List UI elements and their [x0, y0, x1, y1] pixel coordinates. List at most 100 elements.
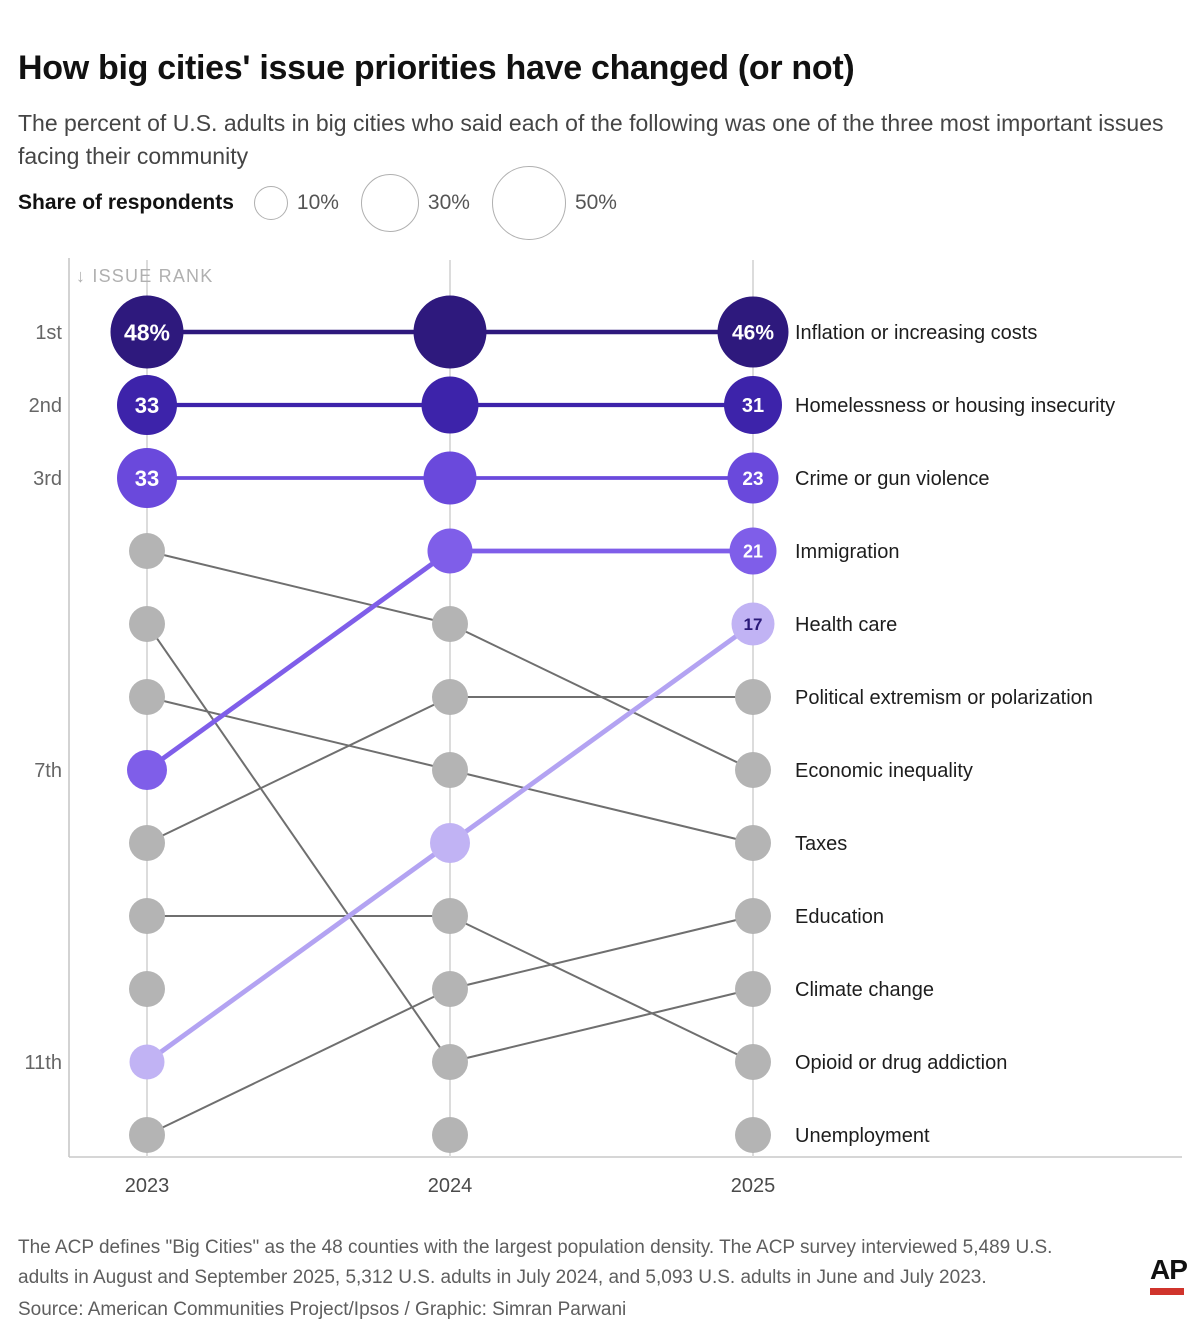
- node-homelessness-or-housing-insecurity-2023: [117, 375, 177, 435]
- node-education-2025: [735, 898, 771, 934]
- node-inflation-or-increasing-costs-2025: [717, 296, 789, 368]
- node-climate-change-2023: [129, 606, 165, 642]
- ap-logo-text: AP: [1150, 1254, 1188, 1285]
- node-label-health-care-2025: 17: [744, 615, 763, 634]
- node-taxes-2024: [432, 752, 468, 788]
- node-label-homelessness-or-housing-insecurity-2025: 31: [742, 395, 764, 417]
- node-political-extremism-or-polarization-2024: [432, 679, 468, 715]
- rank-label-3rd: 3rd: [33, 468, 62, 490]
- node-health-care-2023: [129, 1044, 165, 1080]
- line-climate-change-2023-2024: [146, 623, 451, 1063]
- line-taxes-2024-2025: [449, 769, 754, 844]
- line-immigration-2023-2024: [145, 549, 452, 772]
- issue-label-immigration: Immigration: [795, 541, 899, 563]
- node-crime-or-gun-violence-2023: [117, 448, 177, 508]
- node-label-crime-or-gun-violence-2025: 23: [742, 469, 763, 490]
- node-education-2024: [432, 971, 468, 1007]
- node-political-extremism-or-polarization-2023: [129, 825, 165, 861]
- issue-label-opioid-or-drug-addiction: Opioid or drug addiction: [795, 1052, 1007, 1074]
- node-opioid-or-drug-addiction-2024: [432, 898, 468, 934]
- line-education-2024-2025: [449, 915, 754, 990]
- issue-label-education: Education: [795, 906, 884, 928]
- node-homelessness-or-housing-insecurity-2025: [724, 376, 782, 434]
- node-education-2023: [129, 1117, 165, 1153]
- page-title: How big cities' issue priorities have ch…: [18, 48, 855, 87]
- issue-label-economic-inequality: Economic inequality: [795, 760, 973, 782]
- page-subtitle: The percent of U.S. adults in big cities…: [18, 110, 1164, 169]
- rank-label-1st: 1st: [35, 322, 62, 344]
- footnote-line-2: adults in August and September 2025, 5,3…: [18, 1267, 987, 1288]
- node-economic-inequality-2023: [129, 533, 165, 569]
- issue-label-unemployment: Unemployment: [795, 1125, 930, 1147]
- node-economic-inequality-2024: [432, 606, 468, 642]
- line-economic-inequality-2024-2025: [449, 623, 754, 771]
- line-political-extremism-or-polarization-2023-2024: [146, 696, 451, 844]
- issue-rank-axis-label: ↓ ISSUE RANK: [76, 266, 213, 286]
- ap-logo-red-bar: [1150, 1288, 1184, 1295]
- issue-label-health-care: Health care: [795, 614, 897, 636]
- node-immigration-2023: [127, 750, 167, 790]
- node-label-inflation-or-increasing-costs-2025: 46%: [732, 322, 774, 345]
- node-immigration-2024: [427, 528, 473, 574]
- line-education-2023-2024: [146, 988, 451, 1136]
- node-climate-change-2025: [735, 971, 771, 1007]
- legend-label-30: 30%: [427, 191, 470, 214]
- footnote: The ACP defines "Big Cities" as the 48 c…: [18, 1233, 1168, 1293]
- node-opioid-or-drug-addiction-2025: [735, 1044, 771, 1080]
- node-health-care-2024: [430, 823, 470, 863]
- source-credit: Source: American Communities Project/Ips…: [18, 1299, 627, 1320]
- line-health-care-2024-2025: [448, 622, 755, 845]
- issue-label-crime-or-gun-violence: Crime or gun violence: [795, 468, 990, 490]
- legend-item-30: 30%: [360, 174, 470, 232]
- node-economic-inequality-2025: [735, 752, 771, 788]
- node-label-homelessness-or-housing-insecurity-2023: 33: [135, 393, 159, 418]
- node-unemployment-2024: [432, 1117, 468, 1153]
- node-inflation-or-increasing-costs-2023: [110, 295, 184, 369]
- node-immigration-2025: [729, 527, 777, 575]
- year-label-2023: 2023: [125, 1175, 170, 1197]
- legend-title: Share of respondents: [18, 191, 234, 214]
- node-climate-change-2024: [432, 1044, 468, 1080]
- rank-label-11th: 11th: [25, 1052, 62, 1074]
- legend-item-10: 10%: [253, 186, 339, 220]
- node-crime-or-gun-violence-2024: [423, 451, 477, 505]
- ap-logo: AP: [1150, 1256, 1190, 1295]
- issue-label-climate-change: Climate change: [795, 979, 934, 1001]
- legend-label-10: 10%: [296, 191, 339, 214]
- node-health-care-2025: [731, 602, 775, 646]
- node-crime-or-gun-violence-2025: [727, 452, 779, 504]
- line-health-care-2023-2024: [145, 841, 452, 1064]
- node-opioid-or-drug-addiction-2023: [129, 898, 165, 934]
- node-political-extremism-or-polarization-2025: [735, 679, 771, 715]
- line-taxes-2023-2024: [146, 696, 451, 771]
- node-label-inflation-or-increasing-costs-2023: 48%: [124, 319, 170, 345]
- issue-label-taxes: Taxes: [795, 833, 847, 855]
- line-opioid-or-drug-addiction-2024-2025: [449, 915, 754, 1063]
- node-inflation-or-increasing-costs-2024: [413, 295, 487, 369]
- node-unemployment-2023: [129, 971, 165, 1007]
- size-legend: Share of respondents 10% 30% 50%: [18, 163, 639, 243]
- node-taxes-2023: [129, 679, 165, 715]
- legend-item-50: 50%: [491, 166, 617, 240]
- node-unemployment-2025: [735, 1117, 771, 1153]
- legend-circle-30-icon: [360, 174, 419, 232]
- issue-label-homelessness-or-housing-insecurity: Homelessness or housing insecurity: [795, 395, 1115, 417]
- rank-label-7th: 7th: [34, 760, 62, 782]
- node-homelessness-or-housing-insecurity-2024: [421, 376, 479, 434]
- line-climate-change-2024-2025: [449, 988, 754, 1063]
- issue-label-inflation-or-increasing-costs: Inflation or increasing costs: [795, 322, 1037, 344]
- node-taxes-2025: [735, 825, 771, 861]
- year-label-2024: 2024: [428, 1175, 473, 1197]
- rank-label-2nd: 2nd: [29, 395, 62, 417]
- footnote-line-1: The ACP defines "Big Cities" as the 48 c…: [18, 1237, 1053, 1258]
- legend-circle-10-icon: [253, 186, 288, 220]
- legend-label-50: 50%: [574, 191, 617, 214]
- issue-label-political-extremism-or-polarization: Political extremism or polarization: [795, 687, 1093, 709]
- year-label-2025: 2025: [731, 1175, 776, 1197]
- line-economic-inequality-2023-2024: [146, 550, 451, 625]
- legend-circle-50-icon: [491, 166, 566, 240]
- node-label-immigration-2025: 21: [743, 541, 763, 561]
- node-label-crime-or-gun-violence-2023: 33: [135, 466, 159, 491]
